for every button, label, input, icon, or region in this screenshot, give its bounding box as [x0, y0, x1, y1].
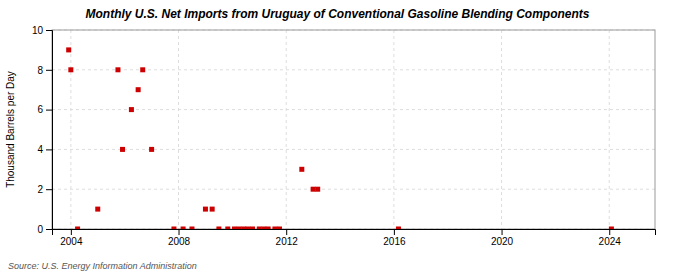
grid-line	[393, 30, 394, 229]
tick-mark	[46, 149, 52, 150]
tick-mark	[71, 229, 72, 235]
point	[315, 187, 320, 192]
tick: 2020	[491, 229, 514, 247]
tick-label: 2020	[491, 236, 514, 247]
tick-label: 2004	[60, 236, 83, 247]
point	[277, 227, 282, 230]
grid-line	[178, 30, 179, 229]
tick: 2016	[383, 229, 406, 247]
tick-label: 10	[32, 25, 44, 36]
point	[75, 227, 80, 230]
point	[232, 227, 237, 230]
point	[245, 227, 250, 230]
point	[311, 187, 316, 192]
y-axis-title: Thousand Barrels per Day	[5, 71, 16, 188]
tick-mark	[394, 229, 395, 235]
tick-label: 8	[37, 65, 43, 76]
grid-line	[52, 109, 655, 110]
tick-mark	[286, 229, 287, 235]
grid-line	[501, 30, 502, 229]
tick-label: 4	[37, 144, 43, 155]
point	[68, 67, 73, 72]
tick-label: 2016	[383, 236, 406, 247]
point	[237, 227, 242, 230]
tick-mark	[46, 229, 52, 230]
tick: 2004	[60, 229, 83, 247]
grid-line	[286, 30, 287, 229]
tick: 8	[37, 65, 52, 76]
point	[225, 227, 230, 230]
grid-line	[70, 30, 71, 229]
tick: 4	[37, 144, 52, 155]
tick: 2024	[599, 229, 622, 247]
point	[181, 227, 186, 230]
point	[95, 207, 100, 212]
point	[272, 227, 277, 230]
point	[120, 147, 125, 152]
tick-mark	[46, 30, 52, 31]
grid-line	[52, 189, 655, 190]
tick-mark	[502, 229, 503, 235]
x-axis: 2004 2008 2012 2016 2020 2024	[53, 229, 656, 247]
chart: 2004 2008 2012 2016 2020 2024 0 2 4 6 8 10 Monthly U…	[0, 0, 675, 275]
point	[261, 227, 266, 230]
point	[241, 227, 246, 230]
grid-line	[609, 30, 610, 229]
points	[66, 47, 614, 229]
point	[66, 47, 71, 52]
tick: 2	[37, 184, 52, 195]
tick-mark	[46, 70, 52, 71]
tick-label: 2008	[168, 236, 191, 247]
grid-line	[52, 149, 655, 150]
point	[136, 87, 141, 92]
tick: 2008	[168, 229, 191, 247]
point	[299, 167, 304, 172]
point	[250, 227, 255, 230]
annotation: Source: U.S. Energy Information Administ…	[8, 261, 197, 271]
y-axis: 0 2 4 6 8 10	[32, 25, 53, 235]
point	[210, 207, 215, 212]
point	[171, 227, 176, 230]
point	[129, 107, 134, 112]
tick-label: 2012	[276, 236, 299, 247]
point	[396, 227, 401, 230]
axis-line	[53, 230, 656, 236]
tick-mark	[609, 229, 610, 235]
point	[149, 147, 154, 152]
point	[216, 227, 221, 230]
grid	[52, 30, 655, 229]
plot-frame	[52, 30, 655, 229]
tick-label: 6	[37, 104, 43, 115]
axis-line	[46, 31, 53, 230]
tick: 6	[37, 104, 52, 115]
point	[257, 227, 262, 230]
tick: 2012	[276, 229, 299, 247]
tick-label: 0	[37, 224, 43, 235]
point	[609, 227, 614, 230]
point	[140, 67, 145, 72]
tick: 10	[32, 25, 52, 36]
point	[189, 227, 194, 230]
point	[115, 67, 120, 72]
tick-mark	[46, 189, 52, 190]
tick: 0	[37, 224, 52, 235]
title: Monthly U.S. Net Imports from Uruguay of…	[85, 7, 589, 21]
plot-area: 2004 2008 2012 2016 2020 2024 0 2 4 6 8 10	[32, 25, 656, 247]
tick-label: 2	[37, 184, 43, 195]
point	[203, 207, 208, 212]
tick-mark	[46, 110, 52, 111]
point	[266, 227, 271, 230]
tick-label: 2024	[599, 236, 622, 247]
tick-mark	[179, 229, 180, 235]
